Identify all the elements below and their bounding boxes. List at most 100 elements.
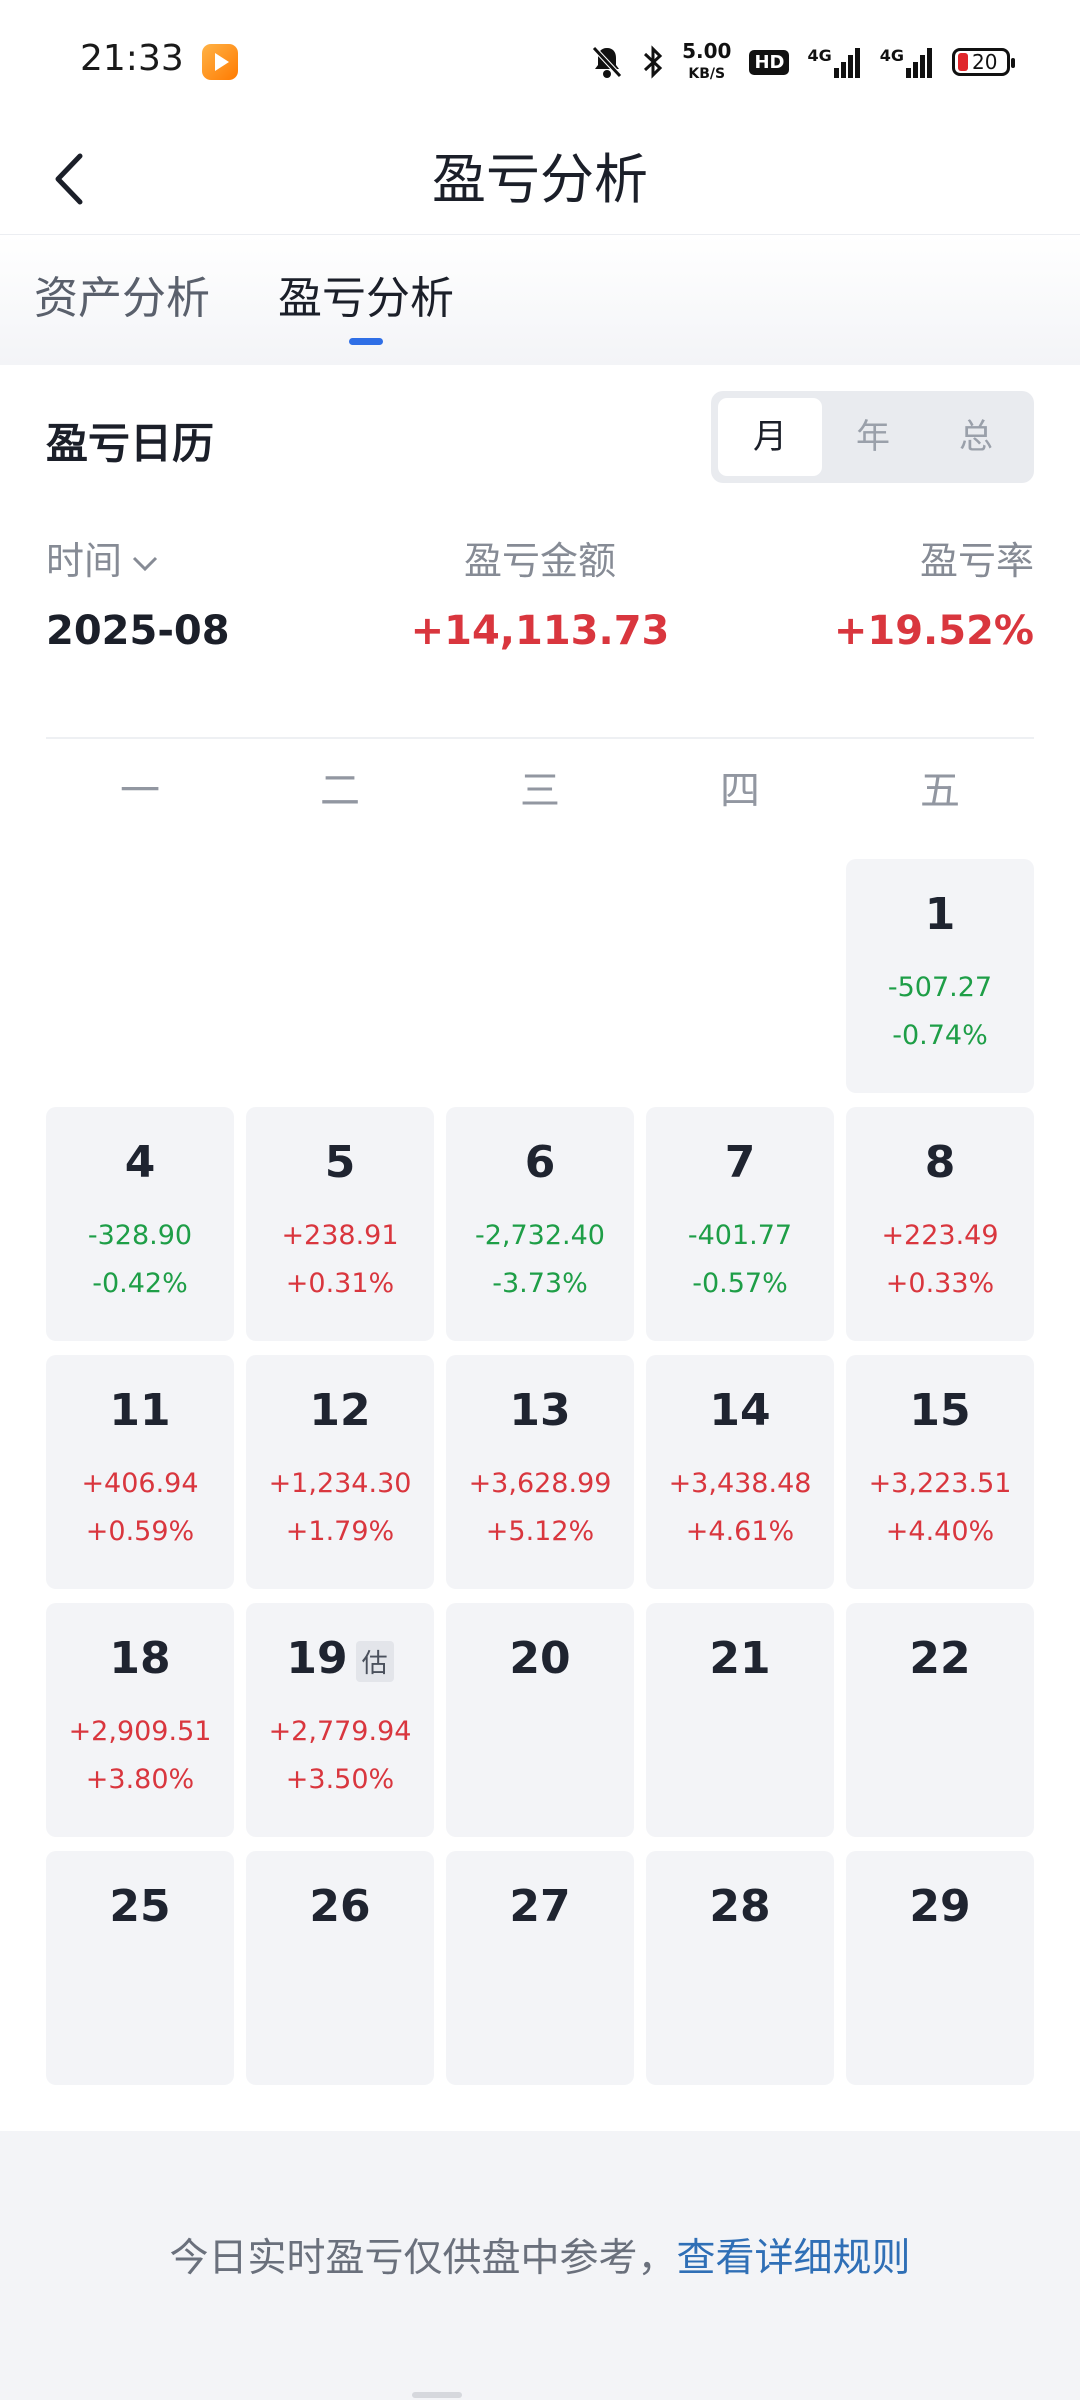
day-number: 20 xyxy=(509,1633,571,1684)
signal-bars-icon xyxy=(906,48,932,78)
calendar-day-cell[interactable]: 29 xyxy=(846,1851,1034,2085)
day-percent: +3.80% xyxy=(85,1764,195,1795)
day-number: 8 xyxy=(924,1137,956,1188)
footer-note: 今日实时盈亏仅供盘中参考， xyxy=(169,2236,677,2281)
active-tab-indicator xyxy=(349,338,383,345)
period-month-button[interactable]: 月 xyxy=(718,398,822,476)
calendar-day-cell[interactable]: 15 +3,223.51 +4.40% xyxy=(846,1355,1034,1589)
weekday-fri: 五 xyxy=(920,768,960,814)
period-selector: 月 年 总 xyxy=(711,391,1034,483)
chevron-down-icon xyxy=(132,556,158,571)
speed-unit: KB/S xyxy=(688,65,726,82)
signal-1: 4G xyxy=(807,46,861,78)
divider xyxy=(46,737,1034,739)
day-amount: +3,438.48 xyxy=(668,1468,812,1499)
period-total-button[interactable]: 总 xyxy=(959,417,993,457)
day-amount: +1,234.30 xyxy=(268,1468,412,1499)
calendar-day-cell[interactable]: 25 xyxy=(46,1851,234,2085)
day-percent: -0.74% xyxy=(892,1020,988,1051)
hd-voice-badge: HD xyxy=(749,49,790,75)
day-amount: -401.77 xyxy=(687,1220,793,1251)
calendar-day-cell[interactable]: 13 +3,628.99 +5.12% xyxy=(446,1355,634,1589)
time-filter[interactable]: 时间 xyxy=(46,530,160,585)
calendar-day-cell[interactable]: 14 +3,438.48 +4.61% xyxy=(646,1355,834,1589)
day-amount: +3,628.99 xyxy=(468,1468,612,1499)
back-arrow-icon[interactable] xyxy=(38,144,108,214)
calendar-day-cell[interactable]: 11 +406.94 +0.59% xyxy=(46,1355,234,1589)
rate-label: 盈亏率 xyxy=(919,539,1034,583)
tab-pnl-analysis[interactable]: 盈亏分析 xyxy=(278,271,454,345)
day-percent: +4.40% xyxy=(885,1516,995,1547)
home-indicator[interactable] xyxy=(412,2392,462,2398)
calendar-day-cell[interactable]: 19 估 +2,779.94 +3.50% xyxy=(246,1603,434,1837)
calendar-day-cell[interactable]: 27 xyxy=(446,1851,634,2085)
period-year-button[interactable]: 年 xyxy=(856,417,890,457)
day-amount: -328.90 xyxy=(87,1220,193,1251)
day-amount: +223.49 xyxy=(881,1220,999,1251)
calendar-day-cell[interactable]: 4 -328.90 -0.42% xyxy=(46,1107,234,1341)
day-number: 14 xyxy=(709,1385,771,1436)
day-number: 11 xyxy=(109,1385,171,1436)
day-percent: +5.12% xyxy=(485,1516,595,1547)
day-amount: +2,909.51 xyxy=(68,1716,212,1747)
calendar-day-cell[interactable]: 26 xyxy=(246,1851,434,2085)
day-percent: +4.61% xyxy=(685,1516,795,1547)
section-title: 盈亏日历 xyxy=(46,419,215,468)
day-number: 5 xyxy=(324,1137,356,1188)
calendar-day-cell[interactable]: 21 xyxy=(646,1603,834,1837)
status-time: 21:33 xyxy=(80,38,184,79)
footer-text: 今日实时盈亏仅供盘中参考，查看详细规则 xyxy=(0,2227,1080,2283)
network-type-1: 4G xyxy=(807,46,832,65)
view-rules-link[interactable]: 查看详细规则 xyxy=(676,2236,911,2281)
day-number: 29 xyxy=(909,1881,971,1932)
day-percent: +1.79% xyxy=(285,1516,395,1547)
calendar-day-cell[interactable]: 6 -2,732.40 -3.73% xyxy=(446,1107,634,1341)
calendar-day-cell[interactable]: 22 xyxy=(846,1603,1034,1837)
rate-value: +19.52% xyxy=(833,608,1034,654)
tab-asset-analysis[interactable]: 资产分析 xyxy=(34,273,210,324)
weekday-thu: 四 xyxy=(720,768,760,814)
day-number: 21 xyxy=(709,1633,771,1684)
status-icons: 5.00 KB/S HD 4G 4G 20 xyxy=(590,38,1015,84)
day-number: 26 xyxy=(309,1881,371,1932)
day-amount: +3,223.51 xyxy=(868,1468,1012,1499)
calendar-day-cell[interactable]: 7 -401.77 -0.57% xyxy=(646,1107,834,1341)
calendar-day-cell[interactable]: 18 +2,909.51 +3.80% xyxy=(46,1603,234,1837)
weekday-mon: 一 xyxy=(120,768,160,814)
network-type-2: 4G xyxy=(879,46,904,65)
battery-level: 20 xyxy=(972,50,998,74)
battery-icon: 20 xyxy=(952,48,1015,76)
day-number: 1 xyxy=(924,889,956,940)
amount-value: +14,113.73 xyxy=(410,608,670,654)
amount-label: 盈亏金额 xyxy=(463,539,616,583)
video-app-icon xyxy=(202,44,238,80)
calendar-day-cell[interactable]: 20 xyxy=(446,1603,634,1837)
day-number: 18 xyxy=(109,1633,171,1684)
speed-value: 5.00 xyxy=(682,38,732,63)
day-amount: +2,779.94 xyxy=(268,1716,412,1747)
calendar-day-cell[interactable]: 8 +223.49 +0.33% xyxy=(846,1107,1034,1341)
day-percent: +0.59% xyxy=(85,1516,195,1547)
calendar-day-cell[interactable]: 12 +1,234.30 +1.79% xyxy=(246,1355,434,1589)
day-percent: +0.31% xyxy=(285,1268,395,1299)
day-number-text: 19 xyxy=(286,1633,348,1684)
calendar-day-cell[interactable]: 1 -507.27 -0.74% xyxy=(846,859,1034,1093)
estimate-badge: 估 xyxy=(355,1640,394,1682)
mute-bell-icon xyxy=(590,44,624,80)
day-number: 28 xyxy=(709,1881,771,1932)
day-number: 12 xyxy=(309,1385,371,1436)
day-number: 13 xyxy=(509,1385,571,1436)
day-percent: -0.42% xyxy=(92,1268,188,1299)
day-amount: -507.27 xyxy=(887,972,993,1003)
day-number: 25 xyxy=(109,1881,171,1932)
weekday-wed: 三 xyxy=(520,768,560,814)
signal-bars-icon xyxy=(833,48,860,78)
day-number: 7 xyxy=(724,1137,756,1188)
calendar-day-cell[interactable]: 28 xyxy=(646,1851,834,2085)
day-amount: +238.91 xyxy=(281,1220,399,1251)
day-amount: -2,732.40 xyxy=(475,1220,605,1251)
time-label: 时间 xyxy=(46,539,123,583)
nav-header: 盈亏分析 xyxy=(0,124,1080,235)
calendar-day-cell[interactable]: 5 +238.91 +0.31% xyxy=(246,1107,434,1341)
day-percent: -0.57% xyxy=(692,1268,788,1299)
